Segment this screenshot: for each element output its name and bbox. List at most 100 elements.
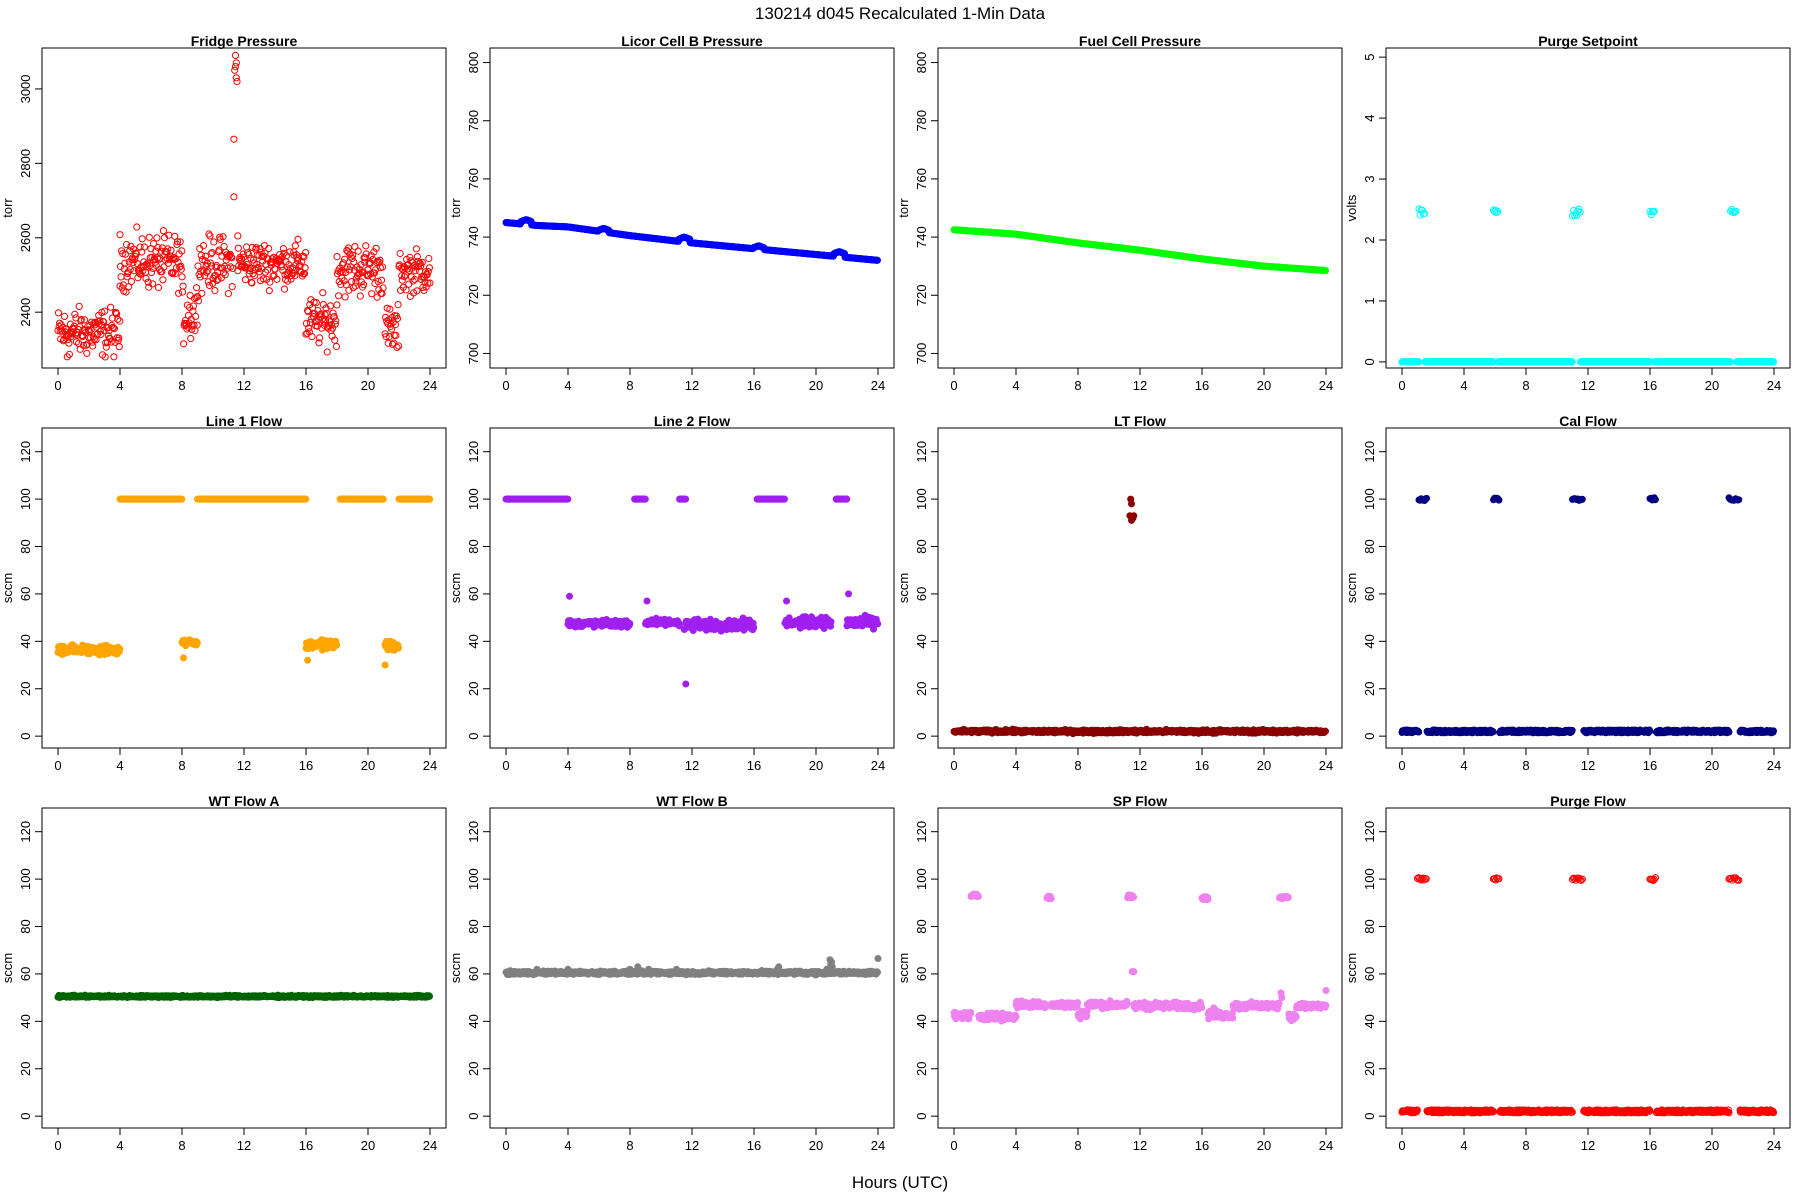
plot-frame [489,427,895,749]
data-point [333,641,341,649]
data-point [116,645,124,653]
data-point [317,310,325,318]
data-point [418,258,426,266]
y-tick-label: 0 [1362,358,1377,365]
data-point [348,254,356,263]
x-tick-label: 4 [1012,758,1019,773]
data-point [109,324,117,332]
x-tick-label: 12 [1133,378,1147,393]
data-point [287,271,296,279]
data-point [60,312,69,320]
data-point [379,263,387,271]
data-point [331,336,339,344]
data-point [107,338,115,346]
y-tick-label: 1 [1362,297,1377,304]
data-point [210,238,218,246]
data-point [384,339,392,347]
x-tick-label: 0 [54,758,61,773]
data-point [96,327,104,335]
y-axis-label: sccm [896,573,911,603]
data-point [353,263,361,271]
data-point [357,261,365,269]
data-point [304,656,312,664]
data-point [219,233,227,241]
x-tick-label: 12 [1133,758,1147,773]
data-point [417,262,425,270]
data-point [376,256,384,264]
data-point [75,302,83,310]
data-point [178,273,186,281]
data-point [140,243,148,251]
data-point [233,77,241,86]
data-point [157,247,165,255]
data-point [264,266,272,274]
data-point [199,242,208,250]
data-point [332,317,340,325]
data-point [178,495,186,503]
x-tick-label: 8 [626,758,633,773]
data-point [398,276,406,284]
data-point [110,325,119,333]
x-tick-label: 16 [299,758,313,773]
data-point [206,259,215,267]
data-points [950,495,1330,738]
data-point [291,242,299,250]
y-tick-label: 100 [914,488,929,510]
data-point [351,282,359,290]
y-tick-label: 4 [1362,114,1377,121]
data-point [189,302,197,310]
y-tick-label: 60 [466,587,481,601]
data-point [360,281,368,289]
data-point [332,342,340,351]
y-tick-label: 80 [18,539,33,553]
data-point [313,322,321,330]
data-point [122,240,131,249]
data-point [208,262,216,270]
data-point [113,310,121,318]
data-point [316,334,324,342]
x-tick-label: 20 [361,758,375,773]
data-point [426,279,434,287]
data-point [214,275,222,283]
data-point [159,227,167,235]
x-tick-label: 4 [116,758,123,773]
data-point [370,248,378,256]
x-tick-label: 20 [1257,758,1271,773]
data-point [144,259,152,267]
y-tick-label: 80 [914,539,929,553]
data-point [178,247,186,255]
data-point [79,341,88,350]
data-point [322,304,330,312]
data-points [54,495,434,669]
data-point [100,318,108,326]
data-point [204,267,212,275]
x-tick-label: 24 [423,758,437,773]
x-tick-label: 8 [1074,378,1081,393]
data-point [234,232,242,240]
y-tick-label: 60 [18,587,33,601]
data-point [407,257,415,265]
data-point [394,301,402,309]
data-point [333,253,341,261]
data-point [400,273,408,281]
data-point [198,289,206,297]
data-point [54,309,63,317]
data-point [89,342,97,350]
data-point [197,251,205,259]
data-point [643,597,651,605]
y-tick-label: 0 [18,733,33,740]
data-points [54,51,434,361]
data-point [321,316,330,324]
data-point [190,321,198,329]
data-points [502,495,882,688]
data-point [280,285,289,293]
x-tick-label: 4 [564,378,571,393]
data-point [350,258,358,266]
data-point [177,262,185,270]
data-point [194,262,202,270]
data-point [349,251,357,259]
data-point [193,284,201,292]
